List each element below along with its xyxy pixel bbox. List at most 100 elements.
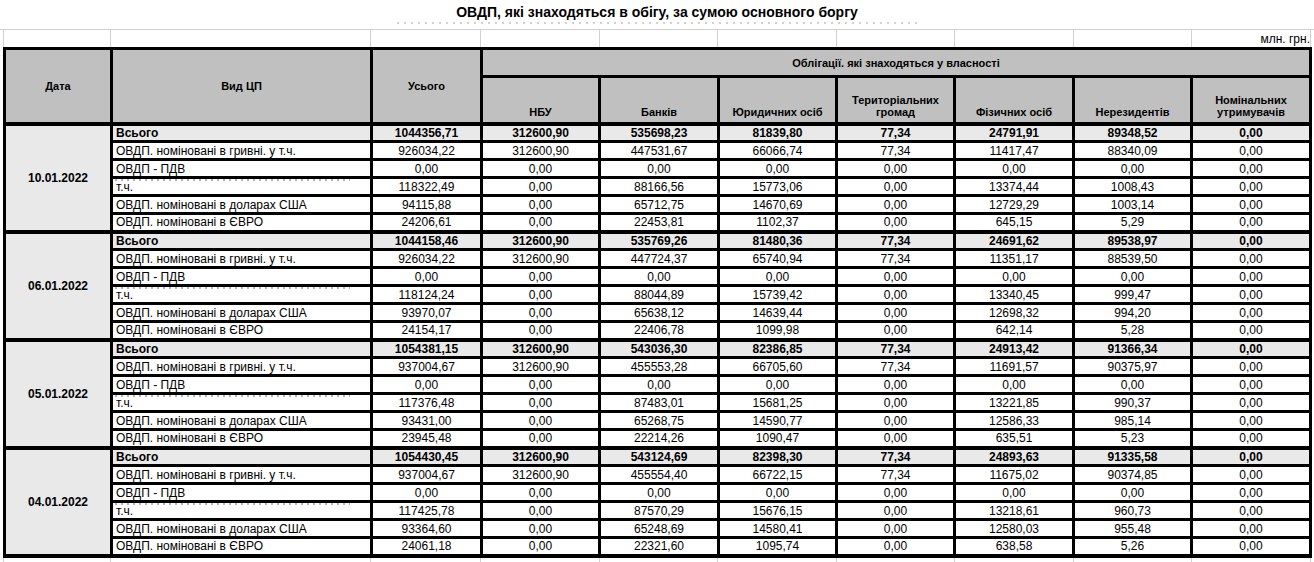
value-cell: 0,00 — [482, 376, 600, 394]
value-cell: 638,58 — [955, 538, 1074, 556]
value-cell: 5,29 — [1074, 214, 1192, 232]
row-label: ОВДП - ПДВ — [112, 268, 372, 286]
row-label: ОВДП. номіновані в доларах США — [112, 520, 372, 538]
row-label: т.ч. — [112, 394, 372, 412]
value-cell: 0,00 — [600, 268, 719, 286]
value-cell: 12586,33 — [955, 412, 1074, 430]
value-cell: 0,00 — [719, 160, 837, 178]
value-cell: 0,00 — [1192, 322, 1311, 340]
value-cell: 0,00 — [482, 214, 600, 232]
grid-line — [110, 558, 111, 562]
value-cell: 81480,36 — [719, 232, 837, 250]
table-row: ОВДП. номіновані в гривні. у т.ч.926034,… — [5, 250, 1311, 268]
grid-line — [1191, 30, 1192, 47]
value-cell: 5,26 — [1074, 538, 1192, 556]
value-cell: 0,00 — [837, 268, 955, 286]
grid-line — [717, 30, 718, 47]
value-cell: 11351,17 — [955, 250, 1074, 268]
col-header-owner-5: Нерезидентів — [1074, 77, 1192, 124]
table-row: ОВДП. номіновані в ЄВРО24206,610,0022453… — [5, 214, 1311, 232]
value-cell: 89538,97 — [1074, 232, 1192, 250]
table-row: ОВДП - ПДВ0,000,000,000,000,000,000,000,… — [5, 160, 1311, 178]
clipped-text-artifact — [397, 22, 917, 24]
value-cell: 13340,45 — [955, 286, 1074, 304]
value-cell: 926034,22 — [372, 250, 482, 268]
value-cell: 65638,12 — [600, 304, 719, 322]
value-cell: 87570,29 — [600, 502, 719, 520]
grid-line — [1073, 558, 1074, 562]
value-cell: 91335,58 — [1074, 448, 1192, 466]
value-cell: 0,00 — [1192, 484, 1311, 502]
value-cell: 312600,90 — [482, 142, 600, 160]
value-cell: 1044356,71 — [372, 124, 482, 142]
value-cell: 985,14 — [1074, 412, 1192, 430]
value-cell: 88340,09 — [1074, 142, 1192, 160]
row-label: ОВДП. номіновані в гривні. у т.ч. — [112, 358, 372, 376]
value-cell: 0,00 — [482, 520, 600, 538]
col-header-owner-4: Фізичних осіб — [955, 77, 1074, 124]
grid-line — [954, 30, 955, 47]
value-cell: 15681,25 — [719, 394, 837, 412]
bonds-table: Дата Вид ЦП Усього Облігації. які знаход… — [3, 47, 1312, 558]
value-cell: 0,00 — [482, 484, 600, 502]
value-cell: 0,00 — [482, 538, 600, 556]
value-cell: 642,14 — [955, 322, 1074, 340]
row-label: ОВДП. номіновані в доларах США — [112, 196, 372, 214]
value-cell: 23945,48 — [372, 430, 482, 448]
value-cell: 12580,03 — [955, 520, 1074, 538]
value-cell: 0,00 — [482, 322, 600, 340]
date-cell: 05.01.2022 — [5, 340, 112, 448]
value-cell: 960,73 — [1074, 502, 1192, 520]
col-header-type: Вид ЦП — [112, 49, 372, 124]
value-cell: 77,34 — [837, 124, 955, 142]
col-header-owner-6: Номінальних утримувачів — [1192, 77, 1311, 124]
grid-line — [1310, 30, 1311, 47]
value-cell: 77,34 — [837, 250, 955, 268]
grid-line — [1191, 558, 1192, 562]
value-cell: 77,34 — [837, 448, 955, 466]
value-cell: 937004,67 — [372, 358, 482, 376]
value-cell: 0,00 — [372, 484, 482, 502]
value-cell: 645,15 — [955, 214, 1074, 232]
value-cell: 0,00 — [1192, 232, 1311, 250]
table-row: ОВДП. номіновані в доларах США93364,600,… — [5, 520, 1311, 538]
row-label: т.ч. — [112, 502, 372, 520]
row-label: ОВДП - ПДВ — [112, 376, 372, 394]
clipped-text-artifact — [115, 503, 350, 505]
value-cell: 635,51 — [955, 430, 1074, 448]
value-cell: 0,00 — [1192, 250, 1311, 268]
value-cell: 0,00 — [837, 304, 955, 322]
grid-line — [110, 30, 111, 47]
grid-line — [717, 558, 718, 562]
value-cell: 15676,15 — [719, 502, 837, 520]
value-cell: 0,00 — [837, 394, 955, 412]
value-cell: 0,00 — [837, 196, 955, 214]
table-row: т.ч.117376,480,0087483,0115681,250,00132… — [5, 394, 1311, 412]
row-label: Всього — [112, 232, 372, 250]
grid-line — [370, 558, 371, 562]
row-label: ОВДП. номіновані в ЄВРО — [112, 322, 372, 340]
value-cell: 66705,60 — [719, 358, 837, 376]
value-cell: 5,28 — [1074, 322, 1192, 340]
value-cell: 1102,37 — [719, 214, 837, 232]
value-cell: 0,00 — [1192, 412, 1311, 430]
value-cell: 926034,22 — [372, 142, 482, 160]
table-row: 05.01.2022Всього1054381,15312600,9054303… — [5, 340, 1311, 358]
value-cell: 24154,17 — [372, 322, 482, 340]
value-cell: 0,00 — [482, 178, 600, 196]
value-cell: 937004,67 — [372, 466, 482, 484]
value-cell: 312600,90 — [482, 340, 600, 358]
value-cell: 117425,78 — [372, 502, 482, 520]
value-cell: 0,00 — [482, 196, 600, 214]
value-cell: 0,00 — [1192, 502, 1311, 520]
table-row: ОВДП. номіновані в ЄВРО24154,170,0022406… — [5, 322, 1311, 340]
clipped-text-artifact — [115, 287, 350, 289]
value-cell: 1054430,45 — [372, 448, 482, 466]
value-cell: 1044158,46 — [372, 232, 482, 250]
unit-label: млн. грн. — [1260, 32, 1310, 46]
grid-line — [954, 558, 955, 562]
value-cell: 0,00 — [837, 520, 955, 538]
value-cell: 0,00 — [372, 268, 482, 286]
value-cell: 0,00 — [1192, 448, 1311, 466]
spreadsheet-grid-strip-bottom — [0, 558, 1314, 562]
